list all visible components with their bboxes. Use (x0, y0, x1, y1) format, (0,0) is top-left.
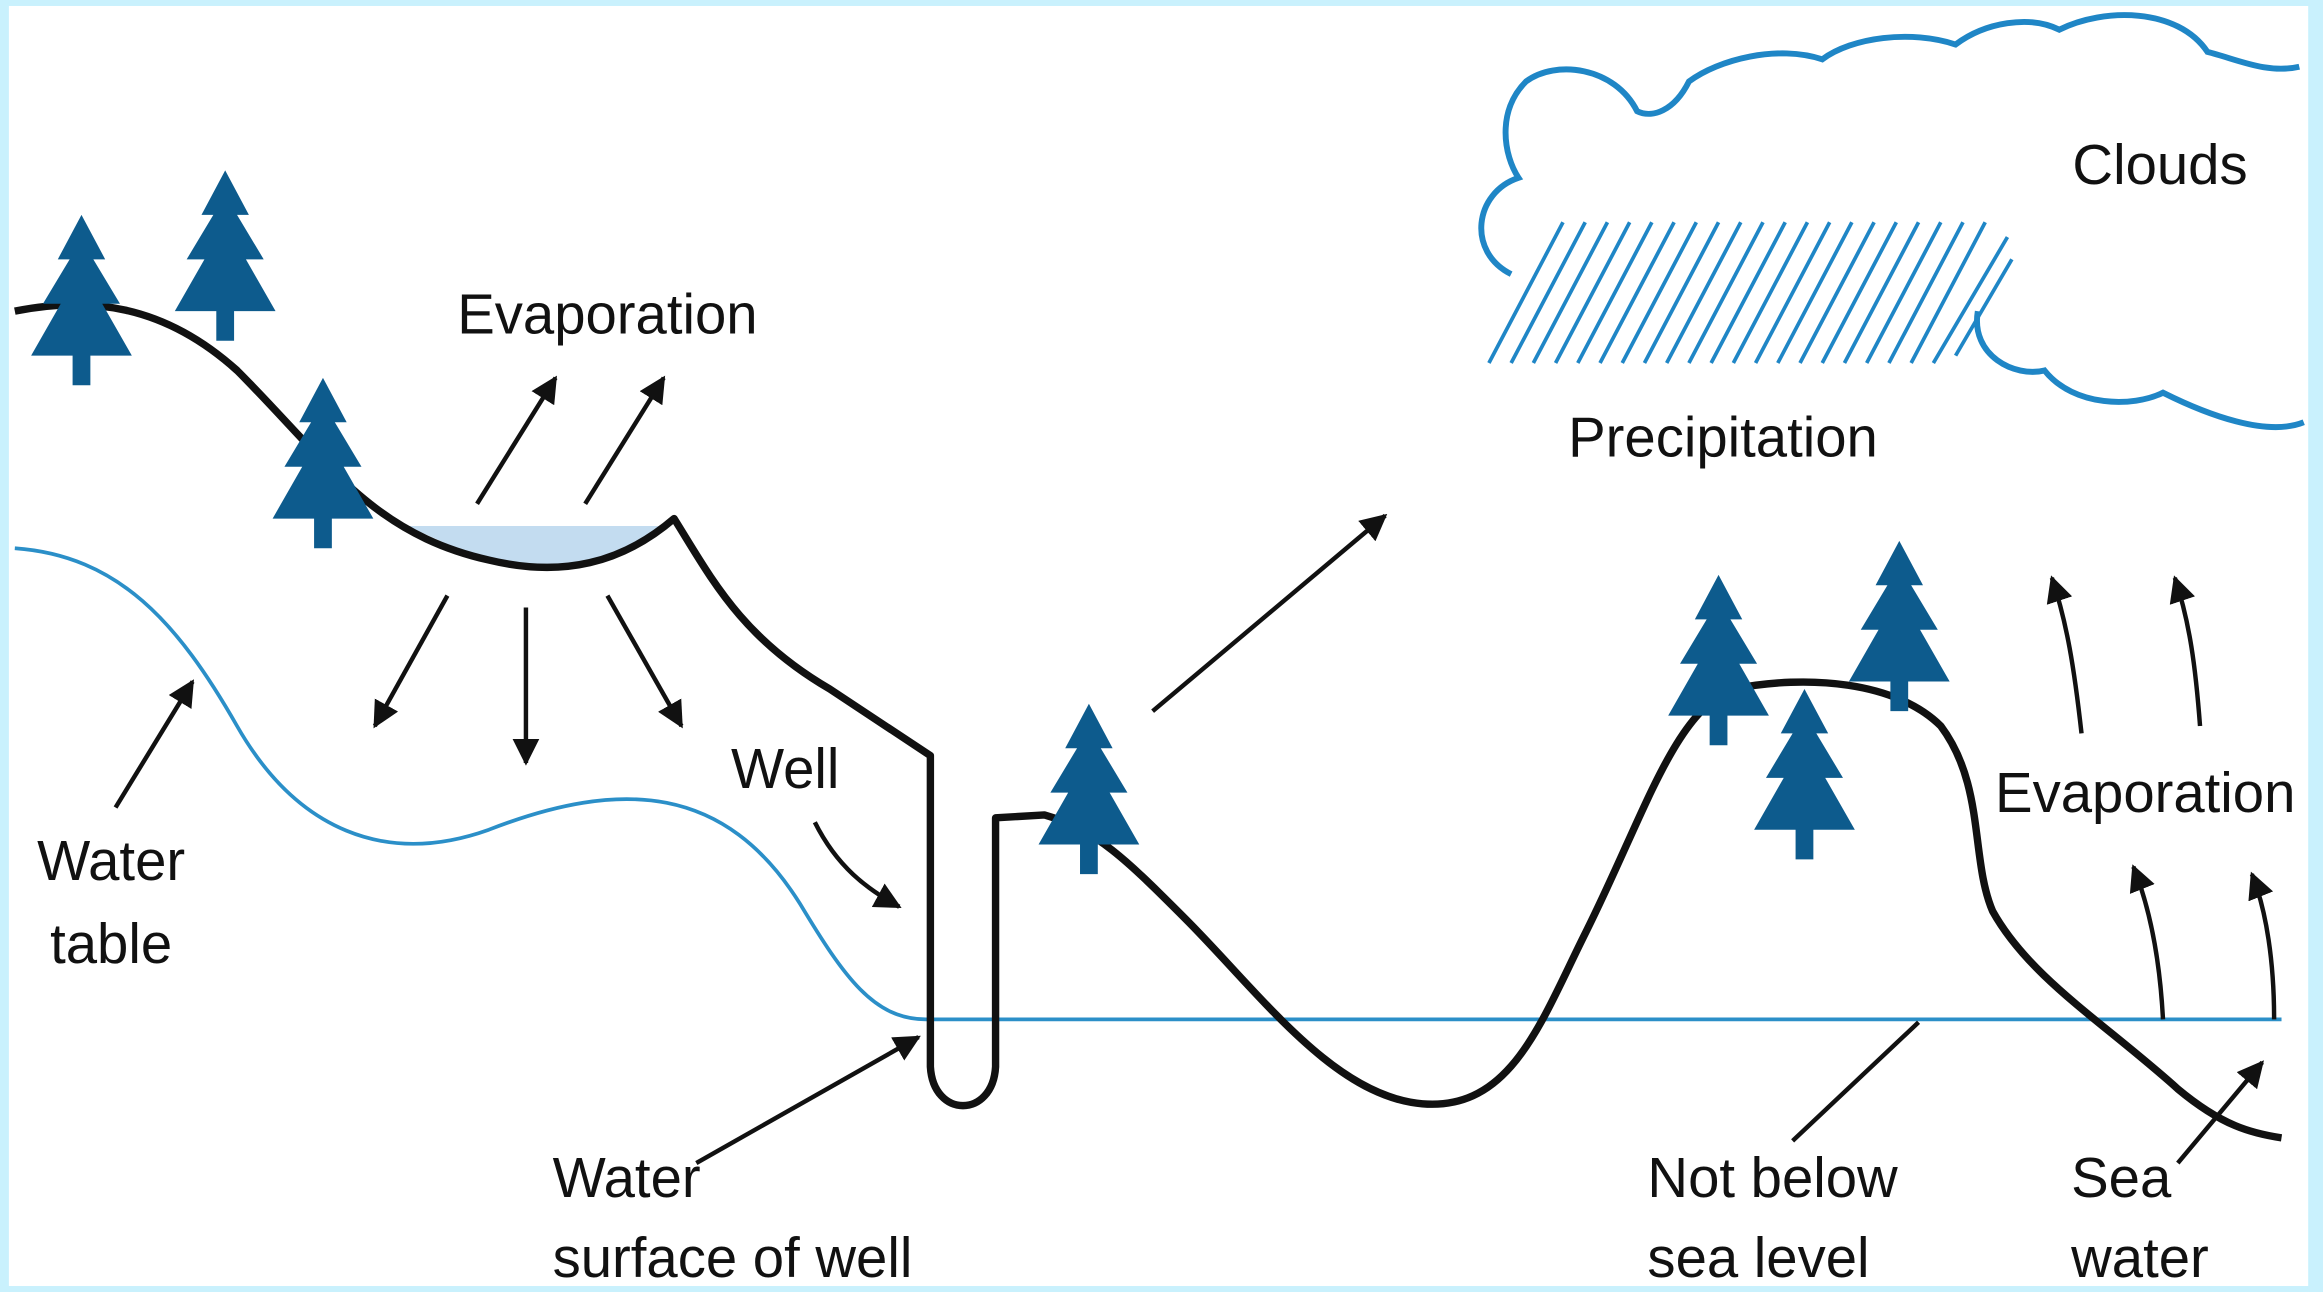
rain (1487, 221, 2014, 364)
label: surface of well (553, 1226, 913, 1289)
label: Evaporation (1995, 761, 2295, 824)
label: table (50, 912, 172, 975)
water-table (14, 546, 2282, 1022)
label: Water (37, 829, 185, 892)
label: Clouds (2072, 133, 2247, 196)
label: Not below (1647, 1146, 1898, 1209)
canvas (8, 5, 2309, 1287)
label: Water (553, 1146, 701, 1209)
arrows (113, 375, 2277, 1165)
terrain (14, 301, 2283, 1142)
label: water (2070, 1226, 2209, 1289)
sea-level-pointer (1791, 1020, 1921, 1143)
label: Well (731, 737, 839, 800)
label: Evaporation (457, 282, 757, 345)
cloud (1478, 12, 2305, 431)
label: Sea (2071, 1146, 2172, 1209)
label: sea level (1647, 1226, 1869, 1289)
label: Precipitation (1568, 405, 1878, 468)
